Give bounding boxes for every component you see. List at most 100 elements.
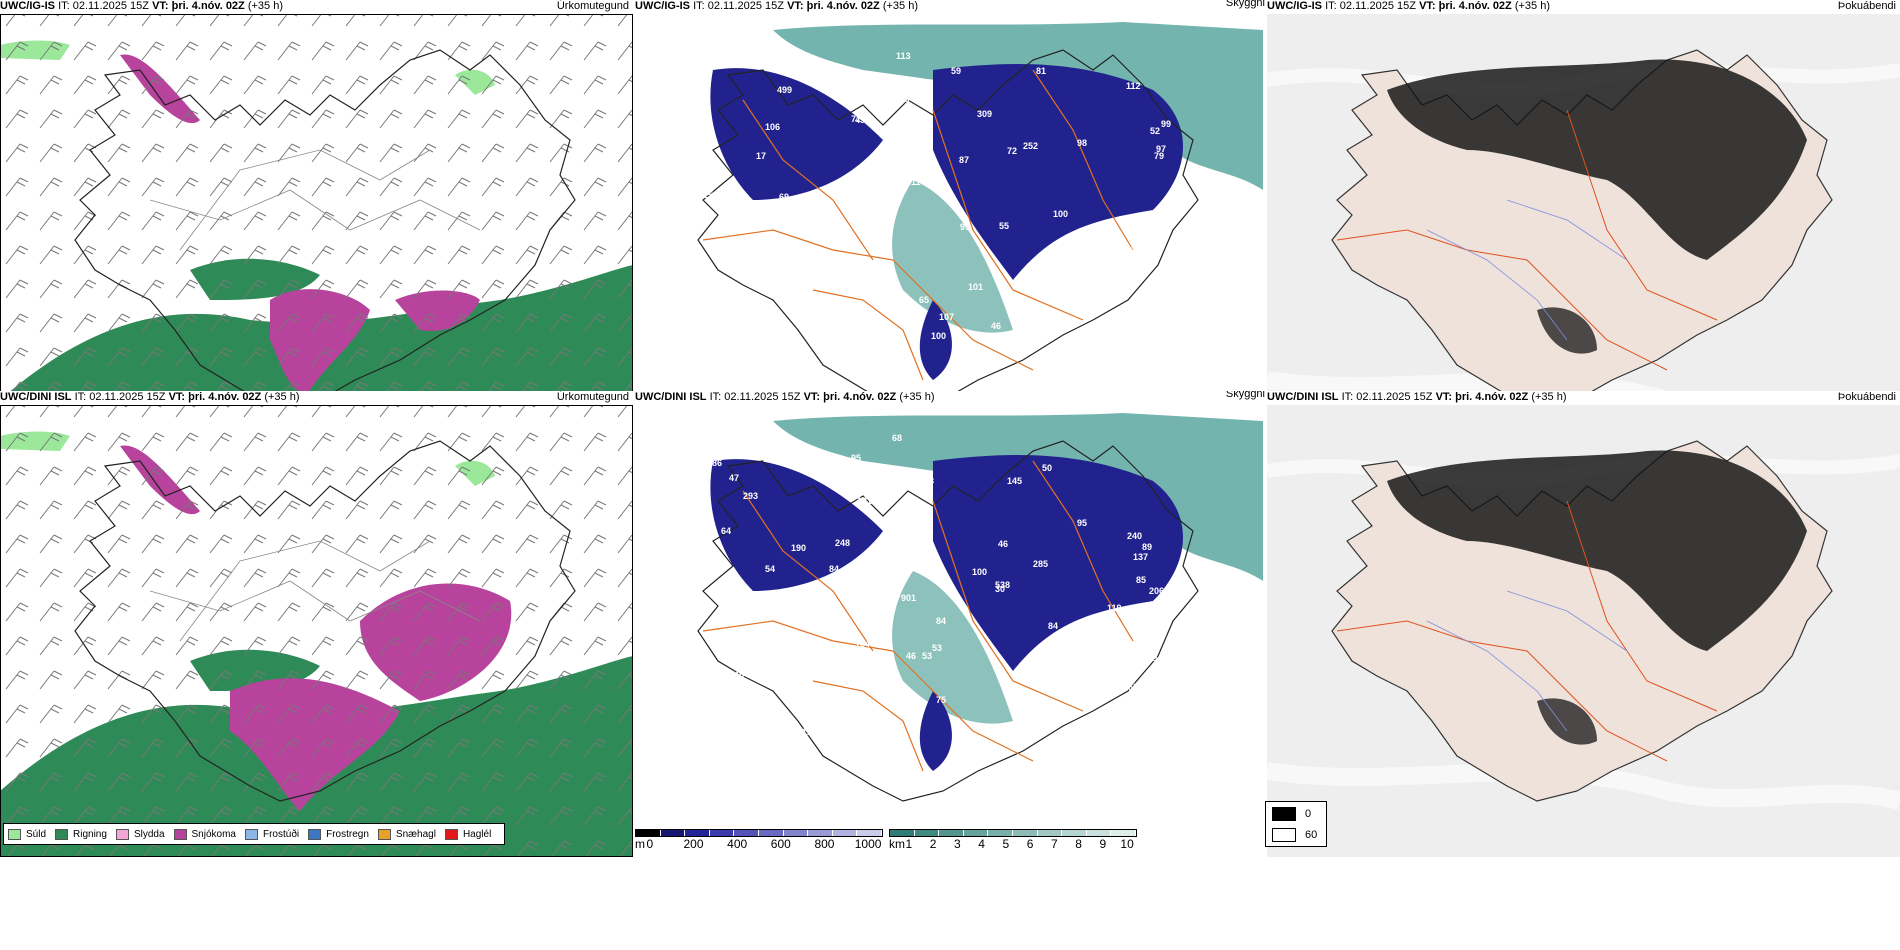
cloud-base-value: 64 (721, 526, 731, 536)
cloud-base-value: 103 (919, 476, 934, 486)
cloud-base-value: 46 (906, 651, 916, 661)
cloud-base-value: 95 (1077, 518, 1087, 528)
panel-title: Skyggni (1225, 0, 1265, 9)
cloud-base-value: 100 (931, 331, 946, 341)
colorbar-tick: 5 (1002, 837, 1010, 851)
cloud-base-value: 194 (802, 268, 817, 278)
legend-label: Slydda (133, 828, 165, 840)
cloud-base-value: 248 (835, 538, 850, 548)
cloud-base-value: 118 (1127, 254, 1142, 264)
cloud-base-area-3 (919, 300, 952, 380)
cloud-base-value: 50 (1042, 463, 1052, 473)
colorbar-tick: 2 (929, 837, 937, 851)
cloud-base-value: 100 (972, 567, 987, 577)
fog-legend-item: 60 (1272, 828, 1317, 842)
it-value: 02.11.2025 15Z (89, 391, 166, 403)
legend-swatch (8, 828, 21, 840)
cloud-base-value: 84 (1061, 690, 1071, 700)
fog-map-canvas (1267, 405, 1900, 857)
cloud-map-canvas: 137 100 46 54 45 47 84 50 49 53 60 53 84 71 122 95 95 102… (633, 405, 1267, 827)
cloud-base-value: 107 (939, 312, 954, 322)
visibility-area (773, 22, 1263, 190)
fog-legend-swatch (1272, 807, 1296, 821)
cloud-base-value: 70 (763, 732, 773, 742)
map-frame (0, 405, 633, 857)
colorbar-unit: m (635, 837, 645, 851)
fog-legend-label: 0 (1305, 808, 1312, 820)
it-label: IT: (58, 0, 70, 12)
legend-label: Haglél (462, 828, 492, 840)
road-network (1336, 109, 1718, 371)
legend-label: Snjókoma (191, 828, 236, 840)
model-name: UWC/DINI ISL (0, 391, 72, 403)
cloud-base-value: 99 (1161, 119, 1171, 129)
cloud-base-value: 81 (1036, 66, 1046, 76)
colorbar-segment (832, 830, 858, 836)
colorbar-segment (758, 830, 784, 836)
colorbar-segment (1111, 830, 1136, 836)
cloud-base-value: 84 (1048, 621, 1058, 631)
cloud-base-value: 123 (802, 727, 817, 737)
cloud-base-value: 203 (833, 271, 848, 281)
cloud-base-value: 54 (1129, 246, 1139, 256)
cloud-base-value: 66 (1081, 271, 1091, 281)
cloud-base-value: 115 (895, 94, 910, 104)
colorbar-tick: 800 (814, 837, 835, 851)
cloud-base-value: 102 (763, 454, 778, 464)
cloud-base-value: 71 (769, 220, 779, 230)
cloud-base-area-2 (933, 64, 1183, 280)
cloud-base-value: 102 (861, 714, 876, 724)
colorbar-tick: 200 (683, 837, 704, 851)
cloud-base-value: 137 (1133, 552, 1148, 562)
cloud-base-value: 181 (857, 496, 872, 506)
cloud-base-value: 49 (855, 115, 865, 125)
colorbar-segment (857, 830, 882, 836)
colorbar-tick: 7 (1050, 837, 1058, 851)
legend-swatch (377, 828, 391, 840)
colorbar-segment (890, 830, 915, 836)
colorbar-segment (734, 830, 759, 836)
legend-swatch (55, 828, 69, 840)
colorbar-segment (914, 830, 940, 836)
colorbar-tick: 600 (770, 837, 791, 851)
wind-barbs (0, 14, 633, 466)
cloud-base-value: 68 (888, 731, 898, 741)
panel-title: Skyggni (1225, 391, 1265, 400)
cloud-base-value: 58 (875, 241, 885, 251)
cloud-base-value: 49 (1110, 723, 1120, 733)
cloud-base-value: 99 (960, 222, 970, 232)
cloud-base-value: 53 (1163, 694, 1173, 704)
cloud-base-value: 67 (1056, 244, 1066, 254)
cloud-base-value: 97 (1156, 144, 1166, 154)
cloud-base-map: 137 100 46 54 45 47 84 50 49 53 60 53 84 71 122 95 95 102… (633, 391, 1267, 857)
visibility-area-2 (892, 571, 1013, 724)
fog-legend: 0 60 (1265, 801, 1327, 847)
fog-indicator-map: Þokuábendi UWC/IG-IS IT: 02.11.2025 15Z … (1267, 0, 1900, 466)
colorbar-tick: 1 (905, 837, 913, 851)
colorbar-segment (963, 830, 989, 836)
fog-dark-area (1387, 450, 1807, 651)
cloud-base-value: 112 (1126, 81, 1141, 91)
map-header: UWC/IG-IS IT: 02.11.2025 15Z VT: þri. 4.… (1267, 0, 1551, 12)
road-network (702, 460, 1134, 772)
lead-time: (+35 h) (247, 0, 284, 12)
colorbar-segment (1062, 830, 1087, 836)
cloud-base-value: 85 (1136, 575, 1146, 585)
precip-map-canvas (0, 14, 633, 466)
cloud-base-value: 421 (756, 275, 771, 285)
legend-label: Súld (26, 828, 47, 840)
precip-type-map: UWC/DINI ISL IT: 02.11.2025 15Z VT: þri.… (0, 391, 633, 857)
cloud-base-area-3 (919, 691, 952, 771)
cloud-base-value: 101 (968, 282, 983, 292)
cloud-base-value: 59 (951, 66, 961, 76)
legend-label: Rigning (73, 828, 107, 840)
legend-swatch (308, 828, 322, 840)
panel-title: Úrkomutegund (556, 0, 629, 12)
cloud-base-map: 118 110 99 58 128 46 69 79 59 52 66 46 99 79 58 54 90 55 7… (633, 0, 1267, 466)
fog-indicator-map: Þokuábendi UWC/DINI ISL IT: 02.11.2025 1… (1267, 391, 1900, 857)
cloud-base-value: 89 (1142, 542, 1152, 552)
cloud-base-value: 122 (713, 705, 728, 715)
cloud-base-value: 58 (906, 82, 916, 92)
